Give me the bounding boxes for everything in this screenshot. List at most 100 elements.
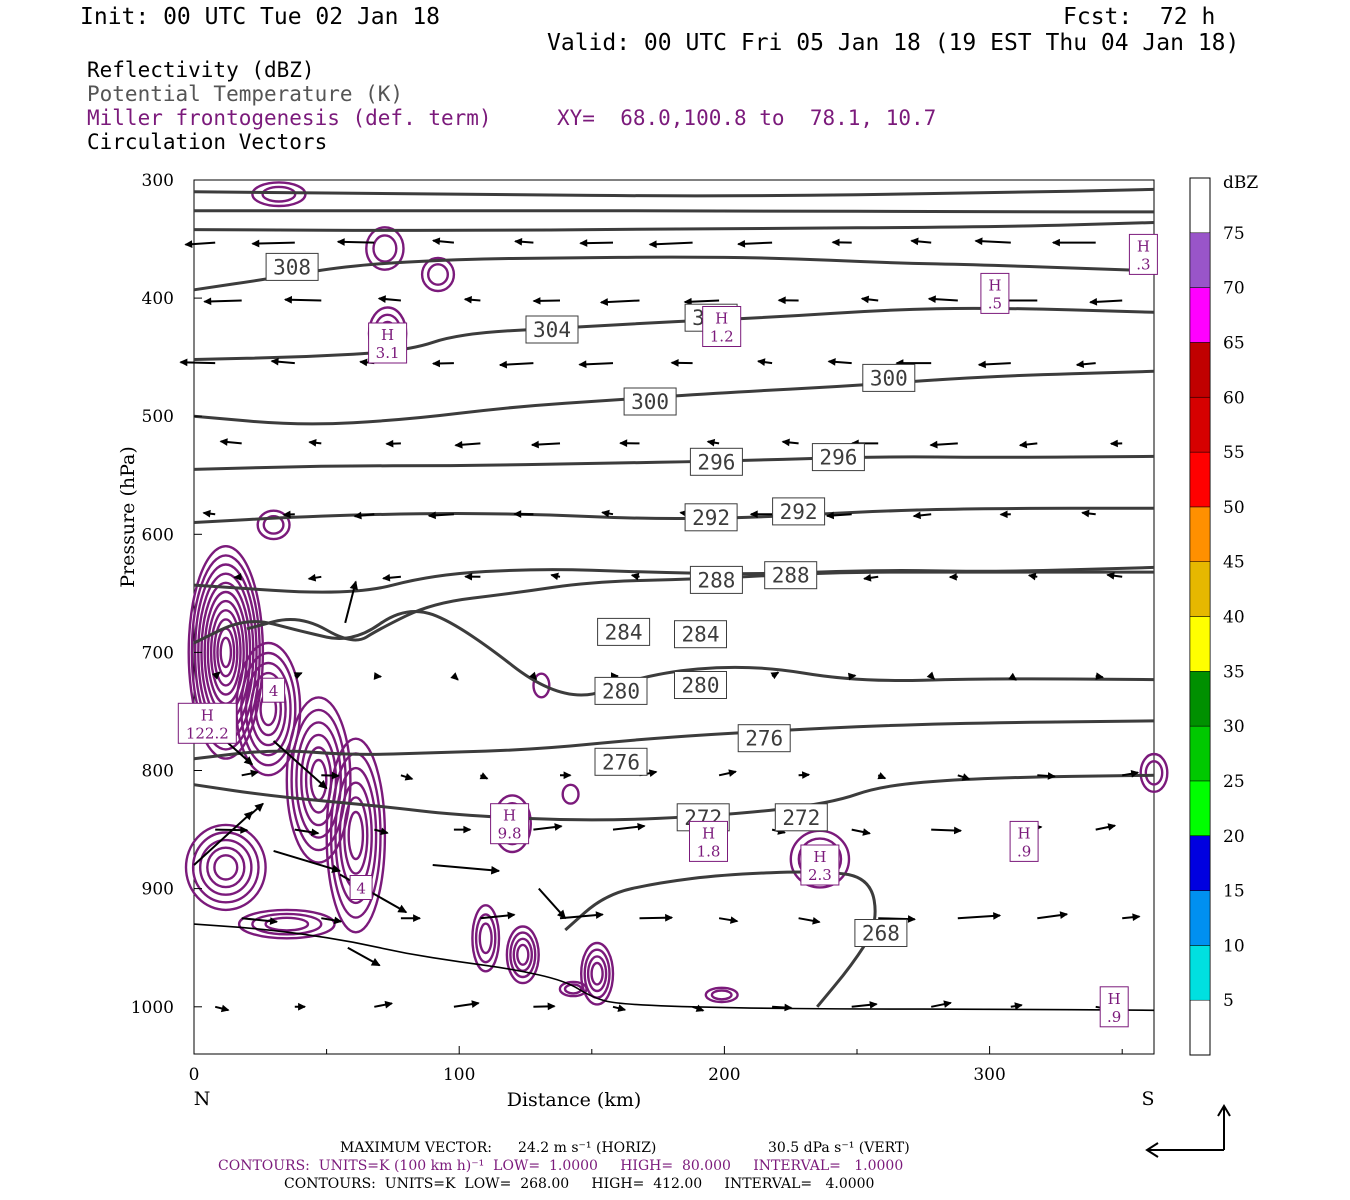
miller-contour-14-3	[590, 961, 604, 986]
theta-label-box-15	[594, 747, 648, 776]
colorbar-label-15: 15	[1223, 882, 1245, 902]
vector-head-135	[331, 864, 341, 873]
vector-head-1	[251, 239, 260, 248]
theta-label-box-19	[854, 919, 908, 947]
cross-section-endpoints: XY= 68.0,100.8 to 78.1, 10.7	[557, 106, 937, 130]
vector-1	[252, 241, 295, 245]
miller-max-h-8: H	[1018, 824, 1031, 842]
vector-head-30	[670, 359, 679, 367]
terrain-line	[193, 923, 1155, 1012]
vector-head-86	[404, 773, 414, 781]
miller-contour-21-0	[561, 783, 580, 805]
vector-head-17	[599, 298, 609, 306]
vector-head-21	[927, 295, 936, 304]
vector-head-40	[530, 440, 539, 449]
theta-label-14: 280	[682, 674, 720, 698]
miller-max-value-6: 1.8	[697, 842, 721, 860]
vector-head-11	[1051, 238, 1060, 247]
vector-head-42	[706, 438, 716, 447]
miller-contour-14-2	[586, 955, 608, 993]
vector-head-58	[999, 510, 1008, 519]
vector-head-91	[801, 771, 811, 779]
miller-contour-2-3	[300, 733, 338, 827]
theta-label-13: 280	[602, 679, 640, 703]
theta-label-9: 288	[697, 568, 735, 592]
init-time: Init: 00 UTC Tue 02 Jan 18	[80, 4, 441, 30]
vector-head-9	[910, 237, 919, 246]
miller-max-value-9: .9	[1107, 1008, 1121, 1026]
vector-head-45	[929, 440, 938, 449]
colorbar-label-70: 70	[1223, 279, 1245, 299]
vector-head-85	[331, 771, 340, 780]
colorbar: 5 10 15 20 25 30 35 40 45 50 55 60 65 70 75 dBZ	[1189, 173, 1258, 1056]
vector-head-82	[1008, 672, 1018, 681]
miller-contour-2-0	[285, 696, 352, 864]
theta-label-box-3	[623, 387, 677, 416]
vector-head-98	[380, 827, 389, 836]
vector-head-73	[293, 672, 303, 680]
vector-137	[432, 864, 500, 872]
theta-contour-304	[193, 306, 1155, 361]
miller-max-box-3	[1128, 233, 1158, 275]
theta-contour-284	[246, 570, 1154, 642]
vector-head-19	[777, 296, 786, 305]
theta-label-5: 296	[697, 450, 735, 474]
vector-head-49	[282, 510, 291, 519]
vector-head-134	[254, 802, 264, 812]
theta-label-12: 284	[682, 623, 720, 647]
vector-head-122	[384, 1000, 394, 1009]
colorbar-label-10: 10	[1223, 936, 1245, 956]
vector-head-97	[310, 828, 320, 837]
vector-head-94	[1047, 772, 1056, 780]
theta-contour-292	[193, 506, 1154, 524]
vector-head-113	[665, 913, 674, 922]
miller-max-h-6: H	[702, 824, 715, 842]
vector-head-10	[974, 237, 983, 246]
vector-head-57	[912, 511, 921, 520]
colorbar-swatch-50	[1189, 451, 1211, 508]
theta-label-box-6	[811, 443, 865, 472]
vector-head-16	[532, 297, 541, 305]
vector-135	[273, 849, 341, 872]
vector-head-50	[353, 511, 362, 520]
vector-head-116	[907, 915, 916, 923]
vector-head-25	[270, 357, 279, 366]
miller-contour-3-4	[343, 796, 369, 875]
vector-head-56	[825, 511, 835, 520]
vector-head-89	[648, 769, 658, 777]
colorbar-label-25: 25	[1223, 772, 1245, 792]
miller-contour-19-0	[1139, 752, 1169, 793]
vector-head-111	[507, 911, 516, 920]
vector-head-32	[827, 358, 836, 366]
vector-head-7	[737, 239, 746, 248]
colorbar-swatch-40	[1189, 561, 1211, 617]
vector-head-76	[528, 671, 538, 681]
theta-contour-296	[193, 454, 1155, 471]
vector-head-137	[490, 865, 501, 875]
vector-head-69	[948, 573, 957, 581]
miller-contour-4-2	[198, 838, 253, 896]
miller-max-value-7: 2.3	[808, 866, 832, 884]
vector-head-110	[413, 914, 422, 922]
miller-contour-5-1	[251, 912, 323, 936]
miller-contour-5-2	[264, 916, 310, 932]
vector-117	[957, 914, 1001, 920]
vector-133	[272, 740, 328, 790]
theta-contour-upper-11	[193, 221, 1155, 232]
vector-head-18	[683, 297, 692, 306]
miller-max-h-4: H	[201, 706, 214, 724]
vector-head-48	[202, 509, 211, 518]
vector-head-125	[617, 1004, 627, 1012]
miller-contour-19-1	[1144, 760, 1164, 786]
vector-head-37	[308, 438, 317, 447]
vector-head-47	[1109, 439, 1118, 448]
theta-label-box-11	[597, 617, 651, 646]
max-vector-vert: 30.5 dPa s⁻¹ (VERT)	[768, 1140, 910, 1156]
vector-head-0	[184, 240, 193, 248]
x-tick-label-300: 300	[973, 1065, 1005, 1085]
theta-label-box-12	[674, 620, 727, 649]
miller-contour-10-1	[262, 515, 285, 535]
miller-contour-7-1	[372, 234, 398, 263]
miller-contour-7-0	[365, 226, 405, 271]
